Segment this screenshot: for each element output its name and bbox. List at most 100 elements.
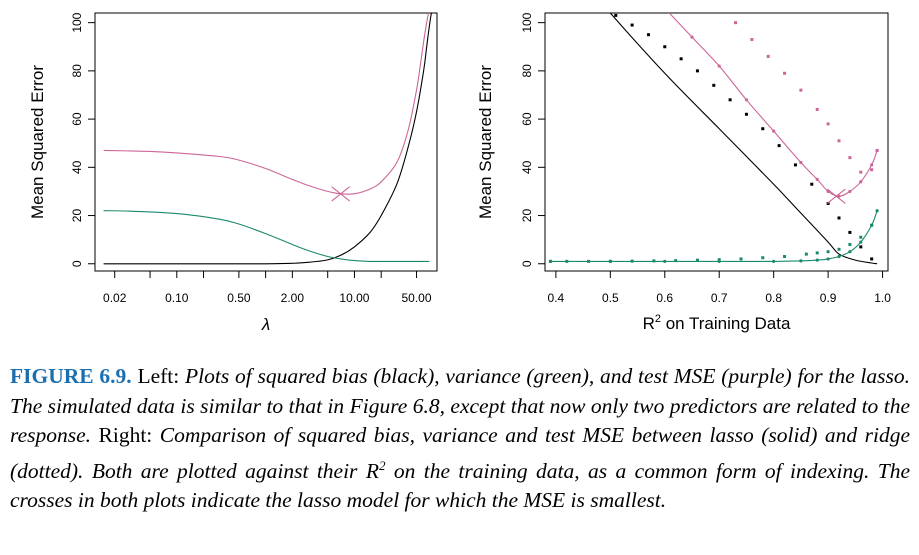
line-lasso-test-mse [668,13,878,197]
vertex-lasso-test-mse [870,163,874,167]
x-tick-label: 1.0 [874,291,891,305]
chart-left: 0 20 40 60 80 100 0.02 0.10 0.50 2.00 10.00 50.00 λ M… [28,12,438,334]
plot-frame [544,12,889,272]
vertex-lasso-test-mse [837,194,841,198]
cross-stroke [826,188,846,204]
point-ridge-variance [870,223,874,227]
x-axis-label-sup: 2 [655,313,661,325]
caption-right-text-2: on the training data, as a common form o… [10,458,911,513]
vertex-lasso-test-mse [815,177,819,181]
point-ridge-variance [815,251,819,255]
point-ridge-variance [695,258,699,262]
point-ridge-squared-bias [859,245,863,249]
vertex-lasso-test-mse [663,7,666,10]
point-ridge-variance [826,250,830,254]
series-group [548,4,879,265]
x-tick-label: 0.6 [656,291,673,305]
x-tick-label: 0.4 [548,291,565,305]
vertex-lasso-variance [837,254,841,259]
vertex-lasso-variance [848,250,852,254]
y-tick-label: 20 [70,209,84,223]
line-variance [103,210,430,262]
point-ridge-squared-bias [870,257,874,261]
vertex-lasso-test-mse [772,129,776,133]
x-tick-label: 0.50 [227,291,251,305]
x-tick-label: 0.9 [820,291,837,305]
plot-frame [94,12,438,272]
point-ridge-squared-bias [679,57,683,61]
x-tick-label: 10.00 [339,291,369,305]
point-ridge-test-mse [848,156,852,160]
point-ridge-test-mse [826,122,830,126]
point-ridge-squared-bias [744,112,748,116]
figure-label: FIGURE 6.9. [10,364,132,388]
point-ridge-squared-bias [848,230,852,234]
y-tick-label: 100 [70,12,84,32]
vertex-lasso-variance [772,259,776,263]
x-axis-label: R2 on Training Data [643,313,791,333]
point-ridge-test-mse [837,139,841,143]
x-tick-label: 0.5 [602,291,619,305]
vertex-lasso-variance [815,258,819,262]
point-ridge-squared-bias [761,127,765,131]
point-ridge-squared-bias [614,13,618,17]
y-tick-label: 40 [520,160,534,174]
point-ridge-variance [837,247,841,251]
line-squared-bias [103,13,432,265]
cross-stroke [331,186,351,202]
point-ridge-squared-bias [663,45,667,49]
y-tick-label: 80 [70,64,84,78]
vertex-lasso-test-mse [799,160,803,165]
line-lasso-variance [550,210,878,262]
point-ridge-variance [717,258,721,262]
y-tick-label: 0 [70,260,84,267]
x-tick-label: 50.00 [402,291,432,305]
point-ridge-test-mse [734,21,738,25]
point-ridge-test-mse [870,168,874,172]
y-tick-label: 20 [520,209,534,223]
series-group [103,13,432,265]
y-axis-label: Mean Squared Error [28,65,47,219]
point-ridge-variance [804,252,808,256]
point-ridge-variance [630,259,634,263]
x-tick-label: 0.10 [165,291,189,305]
point-ridge-squared-bias [837,216,841,220]
caption-right-text-1: Comparison of squared bias, variance and… [10,423,911,483]
point-ridge-squared-bias [728,98,732,102]
point-ridge-variance [674,259,678,263]
point-ridge-variance [739,257,743,261]
chart-right: 0 20 40 60 80 100 0.4 0.5 0.6 0.7 0.8 0.9 1.0 R2 on T… [476,4,891,333]
point-ridge-squared-bias [712,83,716,87]
vertex-lasso-variance [826,257,830,261]
caption-right-label: Right: [98,423,153,447]
point-ridge-variance [548,259,552,263]
point-ridge-test-mse [875,148,879,152]
point-ridge-squared-bias [630,23,634,27]
point-ridge-test-mse [718,7,721,10]
vertex-lasso-test-mse [744,98,749,102]
point-ridge-squared-bias [695,69,699,73]
point-ridge-squared-bias [646,33,650,37]
point-ridge-squared-bias [598,4,601,7]
point-ridge-variance [565,259,569,263]
x-tick-label: 0.7 [711,291,728,305]
y-tick-label: 0 [520,260,534,267]
min-mse-cross [826,188,846,204]
point-ridge-variance [761,256,765,260]
point-ridge-test-mse [766,54,770,58]
point-ridge-squared-bias [810,182,814,186]
point-ridge-test-mse [750,38,754,42]
x-tick-label: 2.00 [281,291,305,305]
caption-left-label: Left: [137,364,180,388]
y-tick-label: 60 [70,112,84,126]
point-ridge-variance [587,259,591,263]
vertex-lasso-test-mse [859,180,863,184]
y-tick-label: 60 [520,112,534,126]
x-tick-label: 0.02 [103,291,127,305]
vertex-lasso-variance [663,259,667,263]
y-tick-label: 40 [70,160,84,174]
caption-r-squared: R2 [365,457,386,483]
point-ridge-variance [783,255,787,259]
point-ridge-variance [859,235,863,239]
point-ridge-test-mse [859,170,863,174]
